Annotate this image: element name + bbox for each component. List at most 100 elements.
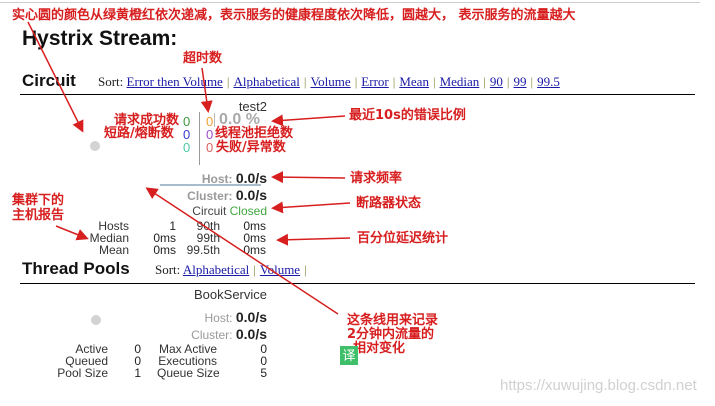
stat-value: 0ms — [153, 231, 176, 245]
stat-label: Active — [75, 342, 108, 356]
pool-host-rate: 0.0/s — [235, 309, 267, 325]
stat-label: 99th — [196, 231, 220, 245]
arrow-status — [271, 201, 351, 214]
arrow-error-pct — [271, 114, 346, 127]
stat-value: 0 — [260, 354, 267, 368]
translate-button[interactable]: 译 — [340, 346, 358, 365]
traffic-sparkline — [160, 184, 261, 186]
short-circuited-count: 0 — [183, 127, 191, 142]
stat-label: 99.5th — [186, 243, 220, 257]
sort-99-5[interactable]: 99.5 — [537, 74, 560, 89]
circuit-divider — [20, 94, 695, 95]
stat-value: 0ms — [243, 243, 266, 257]
stat-label: Pool Size — [57, 366, 108, 380]
pool-sort-alphabetical[interactable]: Alphabetical — [182, 262, 250, 277]
stat-label: Queue Size — [157, 366, 220, 380]
pool-sort-volume[interactable]: Volume — [259, 262, 301, 277]
watermark: https://xuwujing.blog.csdn.net — [500, 377, 697, 394]
annotation-error-pct: 最近10s的错误比例 — [349, 108, 466, 123]
annotation-failure: 失败/异常数 — [216, 140, 286, 155]
sort-mean[interactable]: Mean — [399, 74, 429, 89]
stat-value: 0 — [134, 342, 141, 356]
sort-error[interactable]: Error — [361, 74, 389, 89]
arrow-health — [27, 21, 84, 133]
pool-host-row: Host: 0.0/s — [150, 309, 268, 325]
stat-label: Max Active — [158, 342, 217, 356]
sort-median[interactable]: Median — [439, 74, 480, 89]
annotation-rejected: 线程池拒绝数 — [215, 126, 294, 141]
stat-label: Executions — [158, 354, 217, 368]
annotation-line-2: 2分钟内流量的 — [347, 327, 435, 342]
error-percentage: 0.0 % — [219, 111, 260, 128]
stat-label: 90th — [196, 219, 220, 233]
annotation-rate: 请求频率 — [350, 171, 403, 186]
sort-volume[interactable]: Volume — [310, 74, 351, 89]
stat-value: 0ms — [243, 231, 266, 245]
stat-value: 0ms — [243, 219, 266, 233]
arrow-sparkline — [145, 187, 339, 315]
stat-value: 0 — [134, 354, 141, 368]
stat-value: 1 — [169, 219, 176, 233]
stat-label: Median — [89, 231, 129, 245]
annotation-timeout: 超时数 — [183, 51, 223, 66]
host-rate: 0.0/s — [235, 170, 267, 186]
circuit-sort-bar: Sort: Error then Volume | Alphabetical | Vol… — [98, 74, 560, 89]
arrow-rate — [271, 171, 346, 184]
pool-health-circle[interactable] — [91, 315, 101, 325]
arrow-cluster — [55, 225, 89, 241]
annotation-latency: 百分位延迟统计 — [357, 231, 449, 246]
bad-request-count: 0 — [183, 140, 191, 155]
stat-label: Queued — [65, 354, 108, 368]
pools-divider — [20, 283, 695, 284]
pct-divider — [214, 113, 215, 127]
stat-value: 0ms — [153, 243, 176, 257]
cluster-label: Cluster: — [191, 328, 233, 342]
pools-sort-bar: Sort: Alphabetical | Volume | — [155, 262, 307, 277]
cluster-rate: 0.0/s — [235, 187, 267, 203]
annotation-line-3: 相对变化 — [353, 341, 406, 356]
failure-count: 0 — [206, 140, 214, 155]
stat-label: Hosts — [98, 219, 129, 233]
arrow-timeout — [200, 67, 213, 113]
cluster-rate-row: Cluster: 0.0/s — [150, 187, 267, 203]
pool-name: BookService — [194, 287, 267, 302]
pool-cluster-row: Cluster: 0.0/s — [150, 326, 267, 342]
annotation-cluster-2: 主机报告 — [12, 208, 65, 223]
top-border — [0, 2, 700, 3]
circuit-heading: Circuit — [22, 71, 76, 90]
sort-90[interactable]: 90 — [489, 74, 503, 89]
rejected-count: 0 — [206, 127, 214, 142]
annotation-health-circle: 实心圆的颜色从绿黄橙红依次递减，表示服务的健康程度依次降低，圆越大， 表示服务的… — [12, 8, 576, 23]
sort-error-then-volume[interactable]: Error then Volume — [126, 74, 223, 89]
sort-alphabetical[interactable]: Alphabetical — [233, 74, 300, 89]
annotation-line-1: 这条线用来记录 — [347, 313, 439, 328]
annotation-success: 请求成功数 — [114, 113, 180, 128]
pool-cluster-rate: 0.0/s — [235, 326, 267, 342]
thread-pools-heading: Thread Pools — [22, 259, 130, 278]
count-divider — [199, 112, 200, 165]
sort-label: Sort: — [155, 262, 181, 277]
page-title: Hystrix Stream: — [22, 27, 178, 50]
circuit-status-row: Circuit Closed — [150, 204, 267, 218]
health-circle[interactable] — [90, 141, 100, 151]
circuit-label: Circuit — [192, 204, 227, 218]
annotation-cluster-1: 集群下的 — [12, 193, 65, 208]
annotation-status: 断路器状态 — [356, 196, 422, 211]
host-label: Host: — [204, 311, 233, 325]
host-rate-row: Host: 0.0/s — [150, 170, 267, 186]
circuit-name: test2 — [238, 99, 267, 114]
stat-label: Mean — [98, 243, 129, 257]
host-label: Host: — [201, 172, 233, 186]
stat-value: 5 — [260, 366, 267, 380]
circuit-status: Closed — [229, 204, 267, 218]
stat-value: 1 — [134, 366, 141, 380]
success-count: 0 — [183, 114, 191, 129]
annotation-short-circuited: 短路/熔断数 — [104, 126, 174, 141]
sort-99[interactable]: 99 — [513, 74, 527, 89]
arrow-latency — [276, 233, 351, 246]
cluster-label: Cluster: — [187, 189, 233, 203]
timeout-count: 0 — [206, 114, 214, 129]
sort-label: Sort: — [98, 74, 124, 89]
stat-value: 0 — [260, 342, 267, 356]
